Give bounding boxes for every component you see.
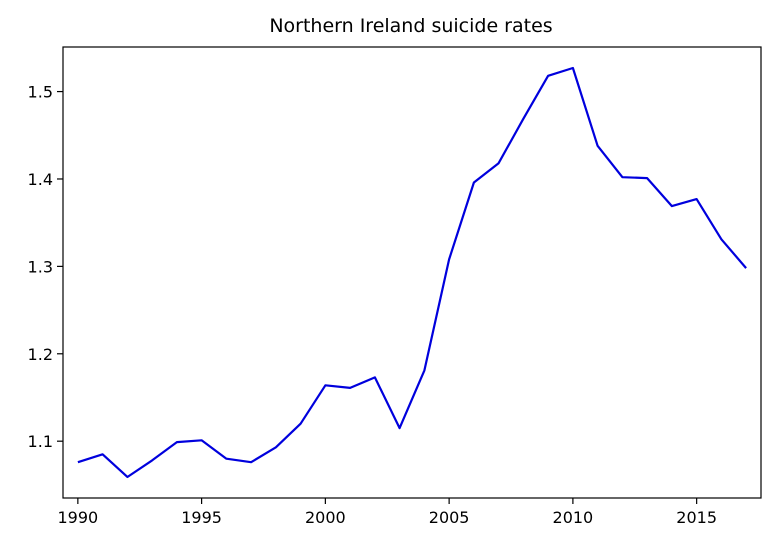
- x-tick-label: 1995: [181, 508, 222, 527]
- plot-area-frame: [62, 46, 762, 499]
- y-axis: 1.1 1.2 1.3 1.4 1.5: [28, 83, 63, 451]
- series-layer: [77, 66, 747, 479]
- y-tick-label: 1.2: [28, 345, 53, 364]
- x-tick-label: 2010: [553, 508, 594, 527]
- x-tick-label: 2000: [305, 508, 346, 527]
- x-axis: 1990 1995 2000 2005 2010 2015: [57, 498, 717, 527]
- x-tick-label: 2015: [676, 508, 717, 527]
- y-tick-label: 1.3: [28, 257, 53, 276]
- y-tick-label: 1.4: [28, 170, 53, 189]
- x-tick-label: 2005: [429, 508, 470, 527]
- x-tick-label: 1990: [57, 508, 98, 527]
- y-tick-label: 1.1: [28, 432, 53, 451]
- y-tick-label: 1.5: [28, 83, 53, 102]
- chart-title: Northern Ireland suicide rates: [269, 15, 552, 37]
- series-line: [77, 66, 747, 479]
